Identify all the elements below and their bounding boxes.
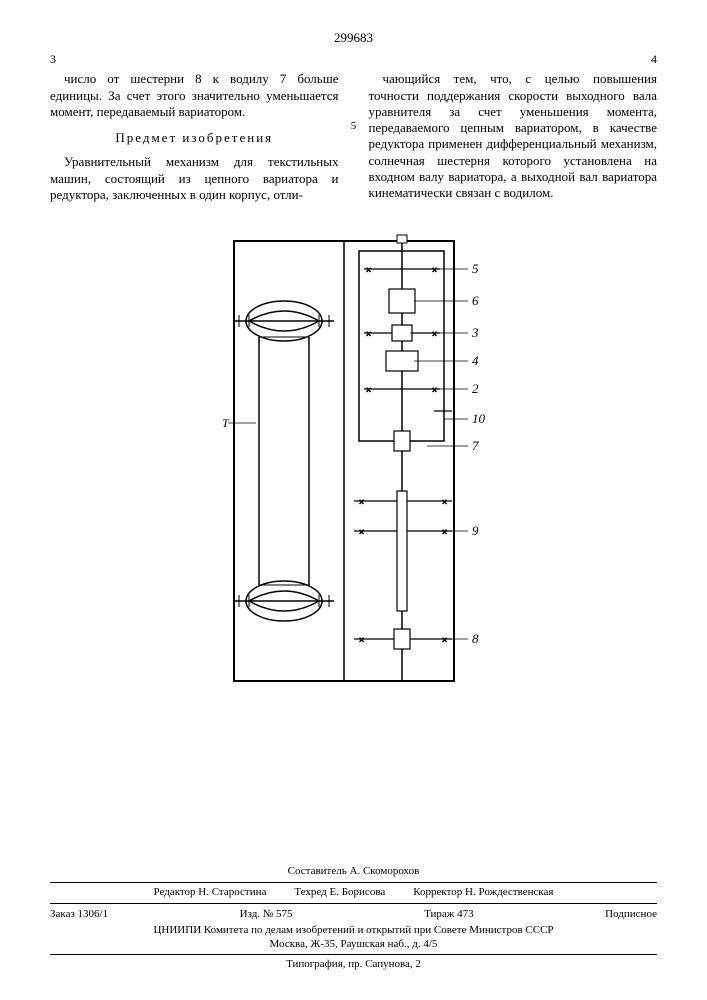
edition-no: Изд. № 575 [240, 908, 293, 922]
subscription: Подписное [605, 908, 657, 922]
corrector: Корректор Н. Рождественская [413, 886, 553, 900]
left-para-2: Уравнительный механизм для текстильных м… [50, 154, 339, 203]
right-column: чающийся тем, что, с целью повышения точ… [369, 71, 658, 207]
svg-text:×: × [432, 329, 437, 339]
svg-text:×: × [432, 265, 437, 275]
tirazh: Тираж 473 [424, 908, 474, 922]
column-numbers: 3 4 [50, 52, 657, 67]
svg-text:2: 2 [472, 381, 479, 396]
mechanism-diagram: T [204, 231, 504, 691]
svg-text:×: × [359, 497, 364, 507]
svg-text:7: 7 [472, 438, 479, 453]
compiler-line: Составитель А. Скоморохов [50, 865, 657, 879]
svg-text:×: × [442, 635, 447, 645]
svg-text:5: 5 [472, 261, 479, 276]
svg-text:×: × [366, 265, 371, 275]
svg-text:×: × [432, 385, 437, 395]
org-block: ЦНИИПИ Комитета по делам изобретений и о… [50, 924, 657, 956]
svg-text:8: 8 [472, 631, 479, 646]
text-columns: число от шестерни 8 к водилу 7 больше ед… [50, 71, 657, 207]
svg-text:3: 3 [471, 325, 479, 340]
roles-row: Редактор Н. Старостина Техред Е. Борисов… [50, 882, 657, 904]
col-num-right: 4 [651, 52, 657, 67]
svg-text:×: × [366, 329, 371, 339]
footer: Составитель А. Скоморохов Редактор Н. Ст… [50, 865, 657, 973]
line-marker-5: 5 [351, 120, 357, 134]
svg-text:4: 4 [472, 353, 479, 368]
svg-text:10: 10 [472, 411, 486, 426]
svg-text:×: × [442, 527, 447, 537]
editor: Редактор Н. Старостина [154, 886, 267, 900]
order-no: Заказ 1306/1 [50, 908, 108, 922]
svg-text:9: 9 [472, 523, 479, 538]
document-number: 299683 [50, 30, 657, 46]
typography-line: Типография, пр. Сапунова, 2 [50, 958, 657, 972]
techred: Техред Е. Борисова [294, 886, 385, 900]
svg-text:×: × [359, 635, 364, 645]
left-column: число от шестерни 8 к водилу 7 больше ед… [50, 71, 339, 207]
svg-text:6: 6 [472, 293, 479, 308]
right-para-1: чающийся тем, что, с целью повышения точ… [369, 71, 658, 201]
org-line-2: Москва, Ж-35, Раушская наб., д. 4/5 [50, 938, 657, 952]
svg-text:×: × [442, 497, 447, 507]
svg-text:×: × [359, 527, 364, 537]
org-line-1: ЦНИИПИ Комитета по делам изобретений и о… [50, 924, 657, 938]
left-para-1: число от шестерни 8 к водилу 7 больше ед… [50, 71, 339, 120]
imprint-row: Заказ 1306/1 Изд. № 575 Тираж 473 Подпис… [50, 908, 657, 922]
col-num-left: 3 [50, 52, 56, 67]
subject-heading: Предмет изобретения [50, 130, 339, 146]
svg-text:×: × [366, 385, 371, 395]
